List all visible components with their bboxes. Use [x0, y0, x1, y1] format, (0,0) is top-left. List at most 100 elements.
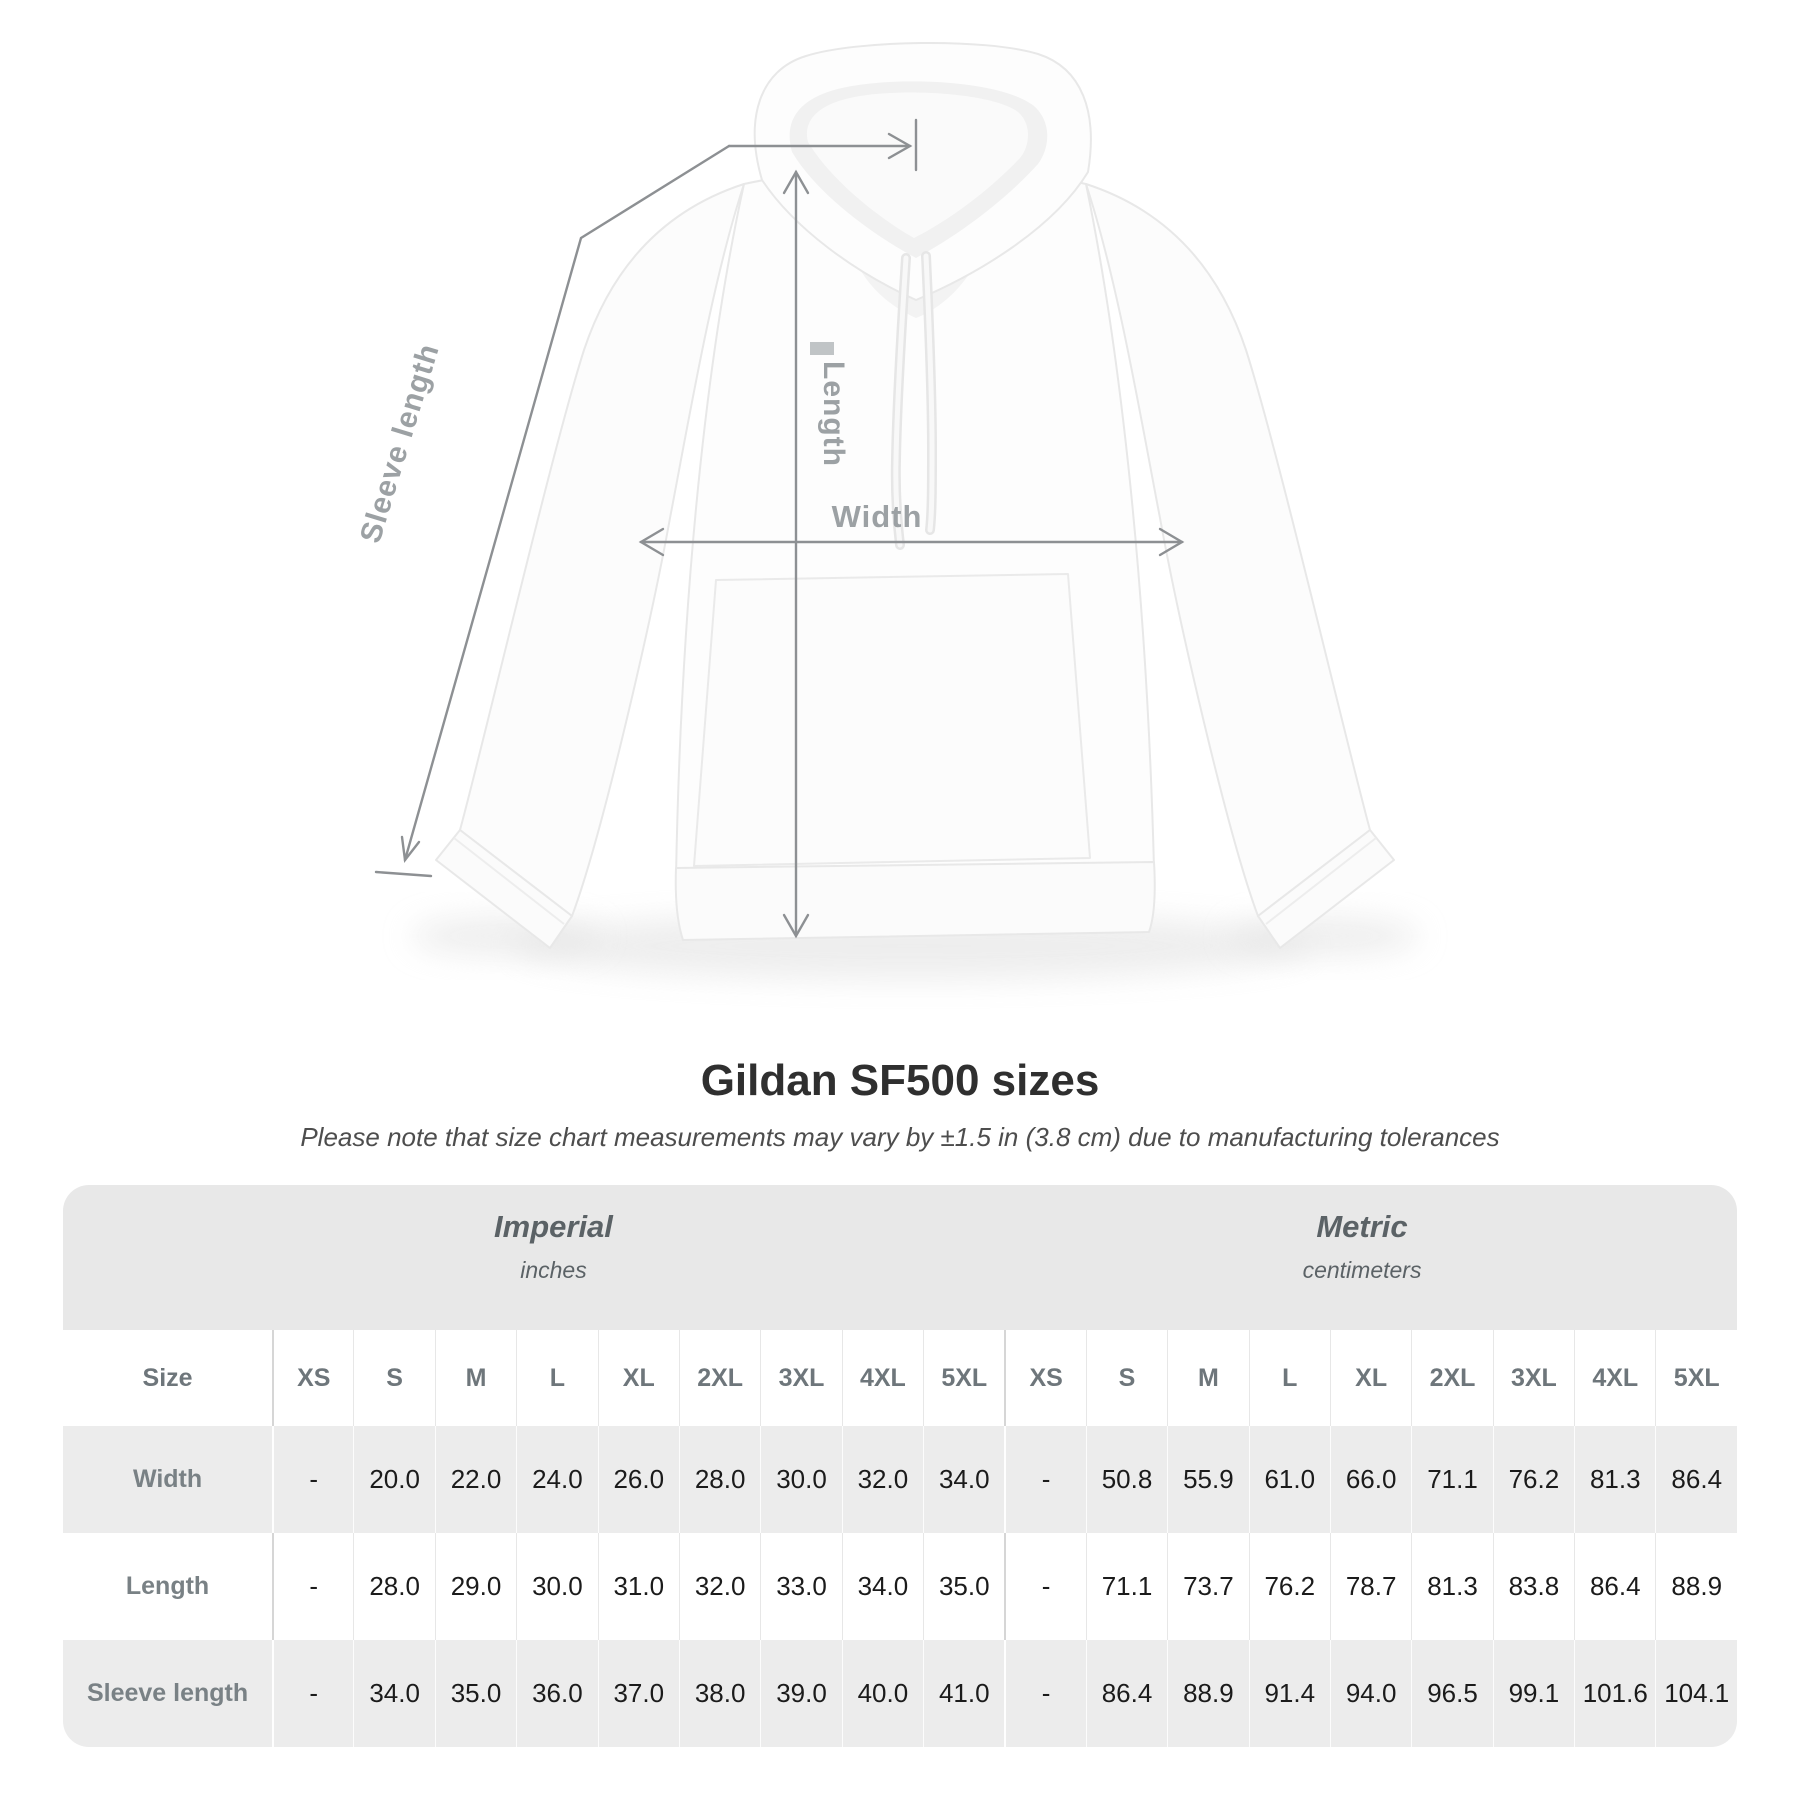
size-table: Size XS S M L XL 2XL 3XL 4XL 5XL XS S M … [63, 1330, 1737, 1747]
cell: - [1004, 1640, 1086, 1747]
table-row-width: Width - 20.0 22.0 24.0 26.0 28.0 30.0 32… [63, 1426, 1737, 1533]
hem-band [674, 861, 1156, 941]
size-chart-card: Imperial inches Metric centimeters Size … [63, 1185, 1737, 1747]
table-row-length: Length - 28.0 29.0 30.0 31.0 32.0 33.0 3… [63, 1533, 1737, 1640]
cell: 35.0 [923, 1533, 1005, 1640]
col-header: 5XL [1655, 1330, 1737, 1426]
metric-subtitle: centimeters [1302, 1257, 1422, 1283]
col-header: L [1248, 1330, 1330, 1426]
sleeve-length-arrow [374, 118, 918, 878]
col-header: 2XL [678, 1330, 761, 1426]
cell: 31.0 [597, 1533, 679, 1640]
left-cuff [435, 829, 573, 949]
cell: - [1004, 1533, 1086, 1640]
imperial-subtitle: inches [520, 1257, 587, 1283]
cell: 88.9 [1655, 1533, 1737, 1640]
cell: 101.6 [1574, 1640, 1656, 1747]
width-label: Width [832, 499, 923, 534]
cell: 32.0 [678, 1533, 761, 1640]
neck-label [810, 342, 834, 355]
cell: 76.2 [1248, 1533, 1330, 1640]
metric-unit-header: Metric centimeters [1303, 1209, 1422, 1284]
cell: 71.1 [1085, 1533, 1168, 1640]
col-header: S [353, 1330, 435, 1426]
metric-title: Metric [1316, 1209, 1408, 1244]
cell: 29.0 [434, 1533, 517, 1640]
cell: 73.7 [1167, 1533, 1249, 1640]
cell: 83.8 [1492, 1533, 1575, 1640]
size-column-header: Size [63, 1330, 273, 1426]
cell: 36.0 [516, 1640, 598, 1747]
col-header: 4XL [841, 1330, 924, 1426]
sleeve-length-label: Sleeve length [354, 340, 446, 547]
col-header: 5XL [923, 1330, 1005, 1426]
right-cuff [1257, 829, 1395, 949]
cell: 55.9 [1167, 1426, 1249, 1533]
cell: - [272, 1426, 354, 1533]
cell: 30.0 [760, 1426, 842, 1533]
hoodie-image [435, 42, 1395, 949]
cell: 38.0 [678, 1640, 761, 1747]
cell: 40.0 [841, 1640, 924, 1747]
col-header: L [516, 1330, 598, 1426]
cell: - [1004, 1426, 1086, 1533]
col-header: 2XL [1411, 1330, 1493, 1426]
cell: 104.1 [1655, 1640, 1737, 1747]
cell: 86.4 [1655, 1426, 1737, 1533]
col-header: M [434, 1330, 517, 1426]
cell: 91.4 [1248, 1640, 1330, 1747]
cell: 86.4 [1574, 1533, 1656, 1640]
drawstrings [890, 251, 937, 550]
row-label: Width [63, 1426, 273, 1533]
col-header: XS [272, 1330, 354, 1426]
cell: 34.0 [353, 1640, 435, 1747]
col-header: XL [1329, 1330, 1412, 1426]
cell: 37.0 [597, 1640, 679, 1747]
cell: 81.3 [1411, 1533, 1493, 1640]
cell: 94.0 [1329, 1640, 1412, 1747]
width-arrow [638, 527, 1185, 557]
cell: 88.9 [1167, 1640, 1249, 1747]
cell: 86.4 [1085, 1640, 1168, 1747]
col-header: XS [1004, 1330, 1086, 1426]
row-label: Sleeve length [63, 1640, 273, 1747]
cell: 71.1 [1411, 1426, 1493, 1533]
col-header: XL [597, 1330, 679, 1426]
cell: 20.0 [353, 1426, 435, 1533]
col-header: S [1085, 1330, 1168, 1426]
cell: 81.3 [1574, 1426, 1656, 1533]
cell: 66.0 [1329, 1426, 1412, 1533]
cell: 61.0 [1248, 1426, 1330, 1533]
col-header: M [1167, 1330, 1249, 1426]
cell: 96.5 [1411, 1640, 1493, 1747]
cell: 50.8 [1085, 1426, 1168, 1533]
col-header: 4XL [1574, 1330, 1656, 1426]
cell: 78.7 [1329, 1533, 1412, 1640]
page-title: Gildan SF500 sizes [700, 1056, 1100, 1105]
units-band: Imperial inches Metric centimeters [63, 1185, 1737, 1330]
cell: 28.0 [678, 1426, 761, 1533]
cell: 34.0 [923, 1426, 1005, 1533]
cell: 30.0 [516, 1533, 598, 1640]
kangaroo-pocket [693, 573, 1091, 867]
tolerance-note: Please note that size chart measurements… [300, 1122, 1500, 1152]
cell: 24.0 [516, 1426, 598, 1533]
length-label: Length [817, 361, 850, 467]
cell: 41.0 [923, 1640, 1005, 1747]
cell: 35.0 [434, 1640, 517, 1747]
cell: 28.0 [353, 1533, 435, 1640]
row-label: Length [63, 1533, 273, 1640]
size-header-row: Size XS S M L XL 2XL 3XL 4XL 5XL XS S M … [63, 1330, 1737, 1426]
hoodie-measurement-diagram: Length Width Sleeve length [354, 42, 1420, 980]
cell: 22.0 [434, 1426, 517, 1533]
imperial-unit-header: Imperial inches [494, 1209, 613, 1284]
measurement-arrows [374, 118, 1185, 939]
col-header: 3XL [1492, 1330, 1575, 1426]
cell: 39.0 [760, 1640, 842, 1747]
imperial-title: Imperial [494, 1209, 613, 1244]
length-arrow [782, 169, 810, 939]
cell: 26.0 [597, 1426, 679, 1533]
cell: 76.2 [1492, 1426, 1575, 1533]
cell: - [272, 1640, 354, 1747]
